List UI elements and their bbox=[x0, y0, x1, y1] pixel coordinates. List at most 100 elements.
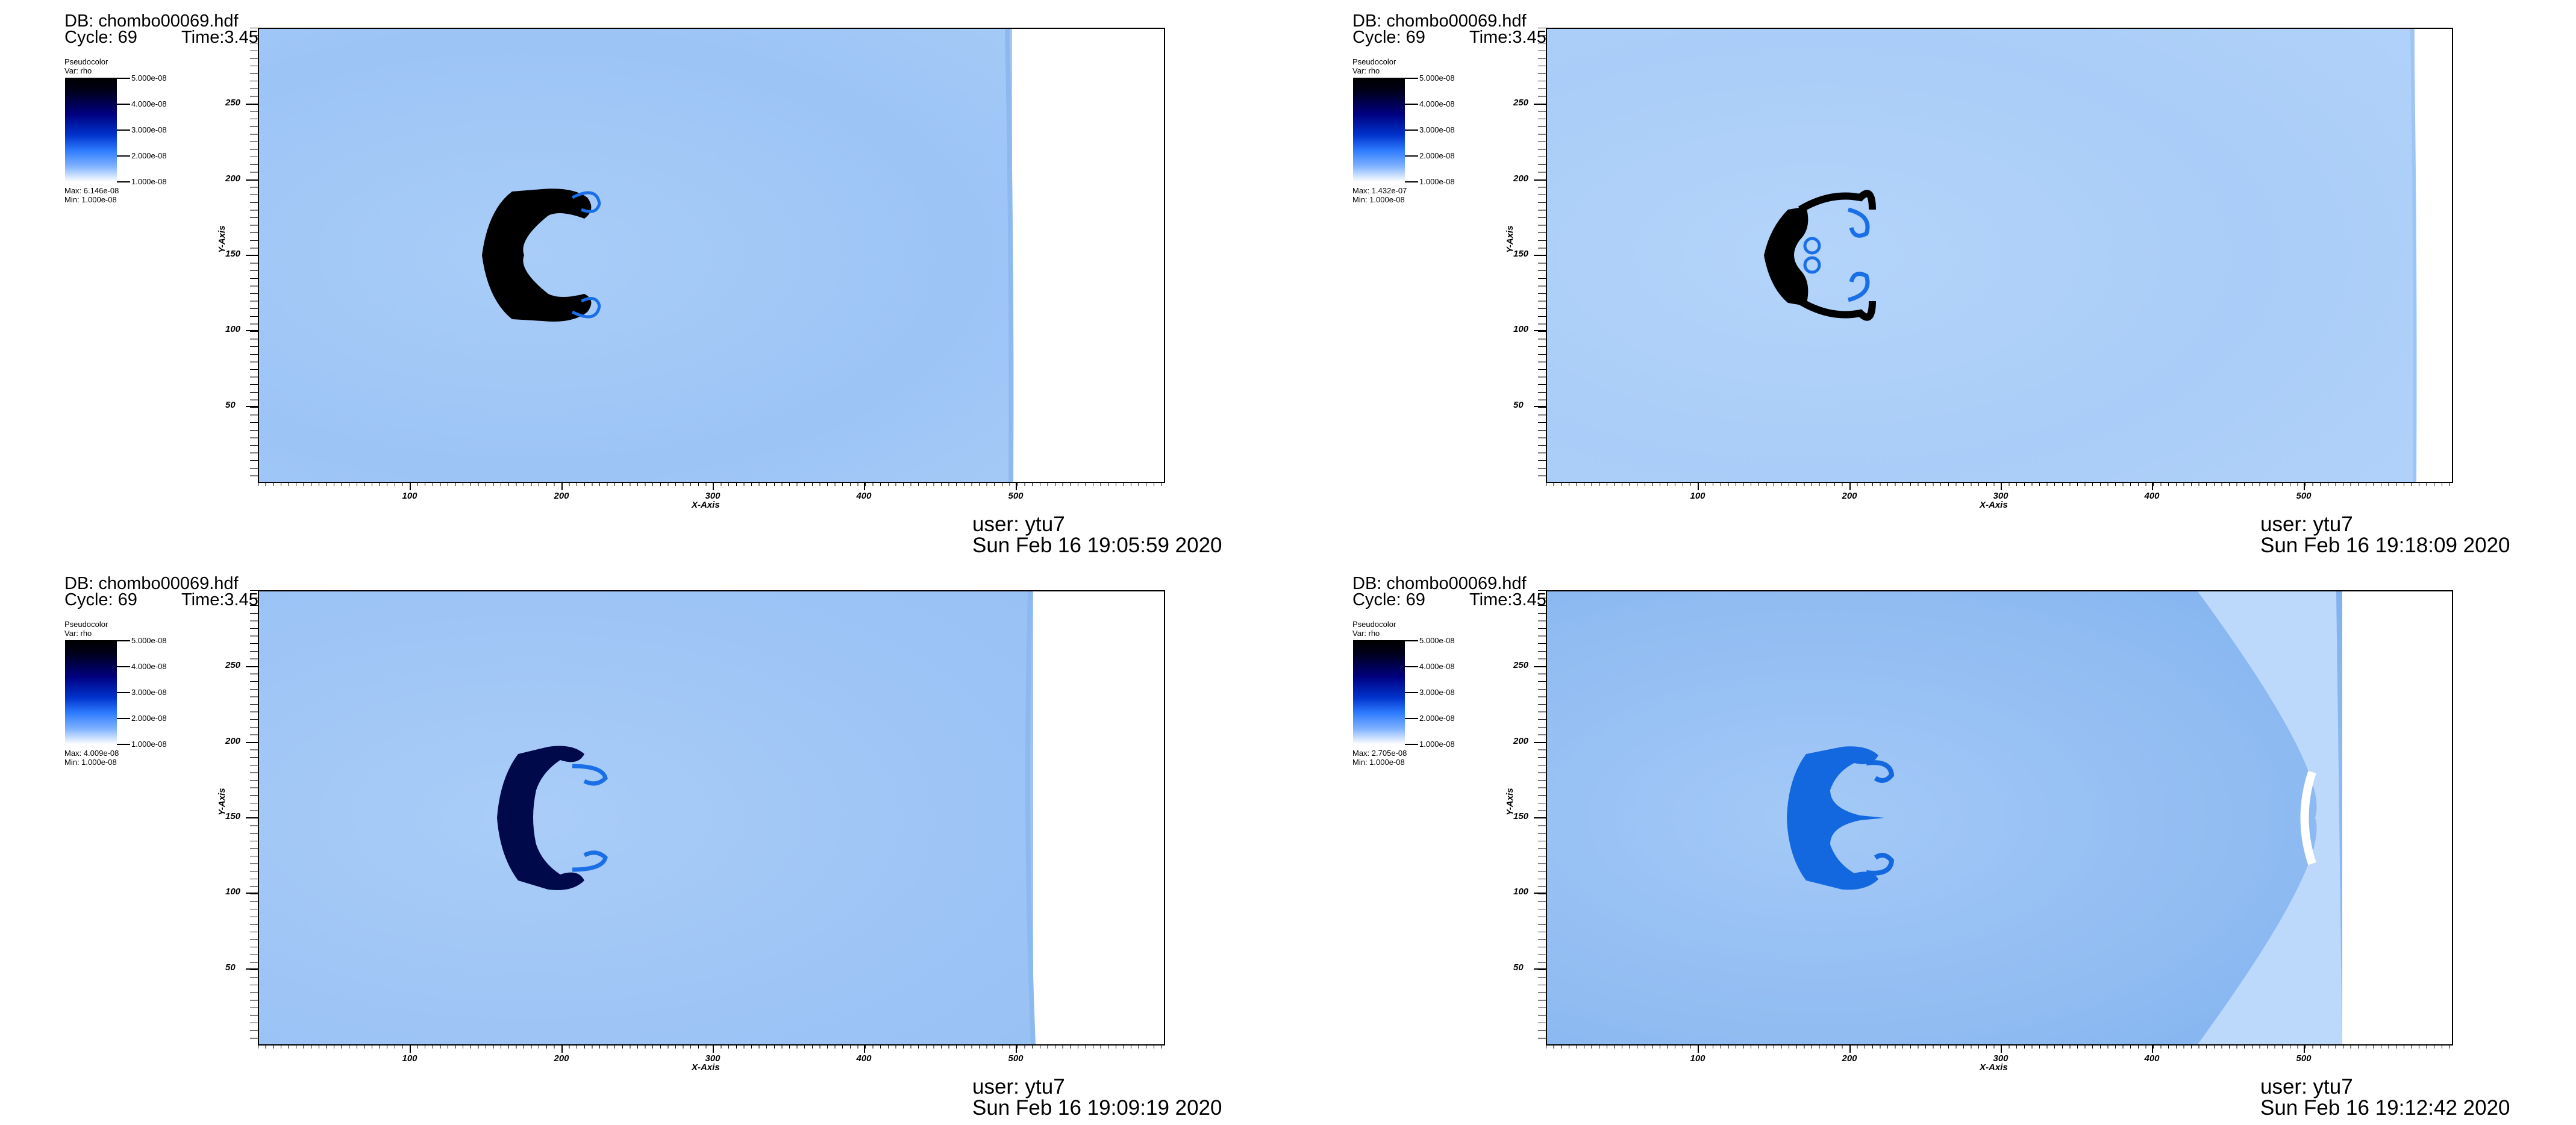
db-label: DB: chombo00069.hdf bbox=[64, 11, 239, 31]
y-tick bbox=[246, 817, 258, 818]
user-label: user: ytu7 bbox=[2260, 513, 2353, 536]
y-tick-label: 100 bbox=[1513, 324, 1529, 334]
x-minor-ticks bbox=[258, 482, 1164, 486]
x-tick bbox=[2152, 482, 2153, 490]
cycle-label: Cycle: 69 bbox=[64, 28, 137, 47]
legend-value: 2.000e-08 bbox=[1419, 151, 1455, 160]
date-label: Sun Feb 16 19:18:09 2020 bbox=[2260, 534, 2510, 557]
legend-var: Var: rho bbox=[64, 629, 92, 638]
legend-tick bbox=[1405, 718, 1418, 719]
x-tick-label: 500 bbox=[1008, 1053, 1024, 1064]
y-tick-label: 250 bbox=[1513, 98, 1529, 108]
legend-tick bbox=[117, 692, 130, 693]
legend-tick bbox=[1405, 104, 1418, 105]
legend-var: Var: rho bbox=[1352, 66, 1380, 75]
legend-value: 3.000e-08 bbox=[131, 688, 167, 697]
cycle-label: Cycle: 69 bbox=[1352, 590, 1425, 609]
legend-tick bbox=[117, 129, 130, 131]
x-tick bbox=[713, 1044, 714, 1053]
y-tick-label: 200 bbox=[225, 736, 241, 746]
x-tick bbox=[864, 482, 865, 490]
x-tick-label: 500 bbox=[2296, 491, 2312, 501]
x-tick bbox=[2304, 482, 2305, 490]
y-tick-label: 150 bbox=[225, 811, 241, 821]
y-tick-label: 250 bbox=[225, 660, 241, 670]
x-tick bbox=[561, 1044, 563, 1053]
legend-tick bbox=[117, 104, 130, 105]
plot-panel-bottom-right: DB: chombo00069.hdf Cycle: 69 Time:3.45e… bbox=[1288, 562, 2576, 1125]
legend-value: 1.000e-08 bbox=[131, 740, 167, 749]
legend-value: 2.000e-08 bbox=[131, 714, 167, 723]
y-tick-label: 100 bbox=[1513, 887, 1529, 897]
plot-panel-top-right: DB: chombo00069.hdf Cycle: 69 Time:3.45e… bbox=[1288, 0, 2576, 562]
x-tick bbox=[2304, 1044, 2305, 1053]
x-tick-label: 200 bbox=[554, 1053, 569, 1064]
x-tick-label: 300 bbox=[705, 491, 721, 501]
y-tick-label: 50 bbox=[225, 400, 236, 410]
x-tick-label: 400 bbox=[2144, 491, 2160, 501]
cycle-label: Cycle: 69 bbox=[64, 590, 137, 609]
y-tick bbox=[246, 968, 258, 970]
y-tick-label: 250 bbox=[1513, 660, 1529, 670]
legend-title: Pseudocolor bbox=[1352, 57, 1396, 66]
y-tick bbox=[1534, 255, 1546, 256]
legend-value: 1.000e-08 bbox=[1419, 740, 1455, 749]
legend-tick bbox=[117, 718, 130, 719]
x-tick-label: 300 bbox=[1993, 491, 2009, 501]
y-tick-label: 100 bbox=[225, 887, 241, 897]
pseudocolor-plot bbox=[258, 590, 1165, 1046]
legend-value: 4.000e-08 bbox=[1419, 662, 1455, 671]
x-tick bbox=[1698, 1044, 1699, 1053]
x-tick-label: 400 bbox=[856, 491, 872, 501]
legend-tick bbox=[1405, 666, 1418, 667]
legend-min: Min: 1.000e-08 bbox=[1352, 195, 1405, 204]
date-label: Sun Feb 16 19:05:59 2020 bbox=[972, 534, 1222, 557]
y-tick bbox=[246, 330, 258, 331]
x-tick bbox=[1849, 1044, 1851, 1053]
y-axis-label: Y-Axis bbox=[217, 788, 227, 815]
plot-panel-bottom-left: DB: chombo00069.hdf Cycle: 69 Time:3.45e… bbox=[0, 562, 1288, 1125]
legend-title: Pseudocolor bbox=[64, 57, 108, 66]
y-axis-label: Y-Axis bbox=[1505, 225, 1515, 253]
legend-tick bbox=[117, 666, 130, 667]
y-tick-label: 50 bbox=[225, 962, 236, 973]
cycle-label: Cycle: 69 bbox=[1352, 28, 1425, 47]
legend-colorbar bbox=[65, 78, 117, 182]
y-tick bbox=[246, 742, 258, 743]
date-label: Sun Feb 16 19:12:42 2020 bbox=[2260, 1096, 2510, 1120]
x-tick bbox=[2001, 1044, 2002, 1053]
legend-var: Var: rho bbox=[1352, 629, 1380, 638]
x-tick bbox=[1698, 482, 1699, 490]
legend-tick bbox=[1405, 744, 1418, 745]
x-tick-label: 100 bbox=[1690, 491, 1705, 501]
x-tick bbox=[410, 1044, 411, 1053]
legend-value: 5.000e-08 bbox=[1419, 636, 1455, 645]
x-axis-label: X-Axis bbox=[1980, 1062, 2008, 1073]
y-tick bbox=[246, 893, 258, 894]
x-tick-label: 500 bbox=[1008, 491, 1024, 501]
x-tick bbox=[2152, 1044, 2153, 1053]
legend-value: 2.000e-08 bbox=[1419, 714, 1455, 723]
pseudocolor-plot bbox=[1546, 590, 2453, 1046]
legend-max: Max: 6.146e-08 bbox=[64, 186, 119, 195]
legend-value: 2.000e-08 bbox=[131, 151, 167, 160]
y-tick-label: 50 bbox=[1513, 400, 1524, 410]
x-tick-label: 400 bbox=[2144, 1053, 2160, 1064]
y-tick-label: 150 bbox=[1513, 249, 1529, 259]
x-tick-label: 500 bbox=[2296, 1053, 2312, 1064]
x-minor-ticks bbox=[1546, 1044, 2452, 1049]
x-tick bbox=[713, 482, 714, 490]
legend-value: 5.000e-08 bbox=[1419, 73, 1455, 83]
legend-value: 4.000e-08 bbox=[131, 662, 167, 671]
x-tick-label: 100 bbox=[402, 491, 417, 501]
legend-min: Min: 1.000e-08 bbox=[1352, 758, 1405, 767]
legend-value: 4.000e-08 bbox=[131, 99, 167, 108]
y-tick bbox=[246, 255, 258, 256]
legend-value: 3.000e-08 bbox=[1419, 125, 1455, 134]
x-tick bbox=[561, 482, 563, 490]
legend-tick bbox=[117, 155, 130, 157]
y-tick bbox=[1534, 742, 1546, 743]
legend-tick bbox=[117, 181, 130, 182]
y-tick bbox=[1534, 330, 1546, 331]
legend-value: 5.000e-08 bbox=[131, 636, 167, 645]
